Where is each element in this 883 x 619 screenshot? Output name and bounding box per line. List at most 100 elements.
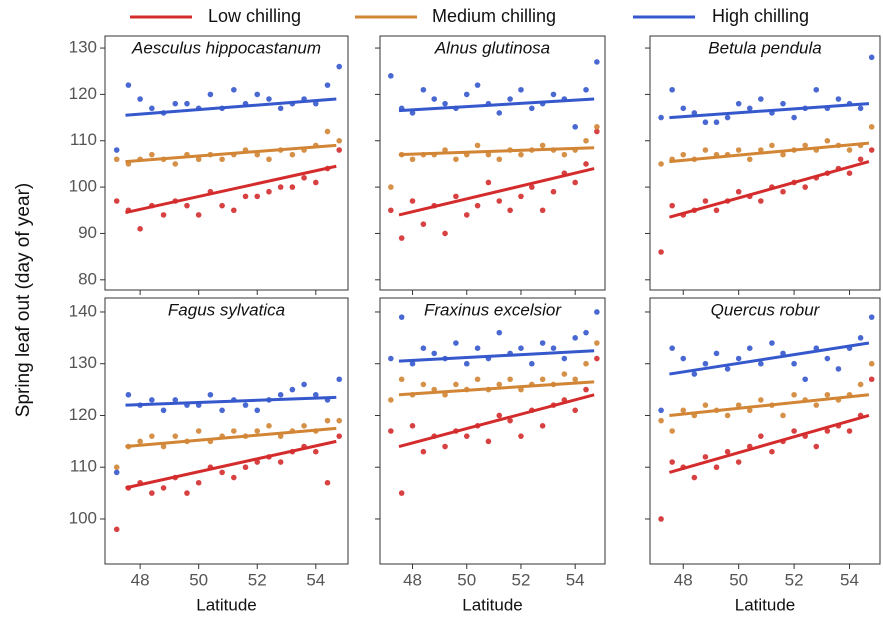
- point: [420, 86, 427, 93]
- point: [336, 147, 343, 153]
- point: [453, 156, 459, 163]
- point: [160, 443, 167, 450]
- point: [172, 100, 179, 107]
- trend-line: [398, 380, 595, 397]
- y-tick-label: 120: [69, 405, 97, 424]
- point: [137, 438, 143, 445]
- point: [507, 417, 513, 424]
- trend-line: [125, 426, 337, 449]
- point: [583, 360, 589, 367]
- point: [254, 151, 261, 158]
- point: [442, 443, 448, 450]
- point: [846, 428, 853, 434]
- x-axis-label: Latitude: [735, 595, 796, 614]
- point: [746, 105, 753, 112]
- point: [207, 391, 214, 398]
- point: [746, 345, 753, 351]
- point: [195, 156, 202, 163]
- point: [735, 188, 742, 195]
- point: [496, 198, 503, 204]
- point: [312, 391, 319, 398]
- point: [780, 100, 786, 107]
- point: [388, 355, 394, 362]
- point: [802, 142, 808, 149]
- point: [336, 137, 343, 144]
- point: [125, 391, 132, 398]
- point: [529, 360, 535, 367]
- x-tick-label: 50: [729, 570, 748, 589]
- point: [388, 73, 394, 79]
- point: [868, 54, 875, 61]
- trend-line: [398, 97, 595, 113]
- y-tick-label: 130: [69, 353, 97, 372]
- trend-line: [669, 102, 870, 120]
- point: [474, 376, 481, 383]
- point: [702, 198, 709, 204]
- point: [658, 407, 664, 414]
- point: [301, 381, 307, 388]
- point: [724, 366, 731, 372]
- point: [336, 417, 343, 424]
- point: [409, 156, 416, 163]
- point: [824, 137, 831, 144]
- point: [791, 114, 797, 121]
- point: [160, 407, 167, 414]
- y-axis-label: Spring leaf out (day of year): [13, 183, 34, 417]
- point: [289, 151, 296, 158]
- point: [149, 105, 155, 112]
- point: [160, 485, 167, 491]
- point: [702, 119, 709, 126]
- point: [857, 381, 864, 388]
- point: [172, 433, 179, 439]
- x-tick-label: 48: [403, 570, 422, 589]
- point: [324, 479, 331, 486]
- point: [485, 179, 492, 186]
- point: [242, 193, 249, 200]
- y-tick-label: 90: [78, 223, 97, 242]
- y-tick-label: 140: [69, 301, 97, 320]
- point: [583, 386, 589, 393]
- point: [769, 142, 775, 149]
- point: [583, 137, 589, 144]
- point: [680, 151, 687, 158]
- point: [868, 314, 875, 320]
- point: [277, 184, 284, 190]
- point: [420, 381, 427, 388]
- point: [780, 151, 786, 158]
- panel-title: Quercus robur: [711, 300, 821, 319]
- trend-line: [125, 97, 337, 117]
- point: [583, 329, 589, 336]
- point: [857, 335, 864, 341]
- point: [485, 151, 492, 158]
- point: [388, 207, 394, 214]
- point: [550, 345, 557, 351]
- point: [463, 91, 470, 98]
- x-tick-label: 48: [674, 570, 693, 589]
- point: [266, 96, 272, 102]
- point: [496, 329, 503, 336]
- point: [442, 147, 448, 153]
- point: [453, 193, 459, 200]
- point: [496, 156, 503, 163]
- panel-title: Fraxinus excelsior: [424, 300, 562, 319]
- point: [758, 360, 764, 367]
- point: [658, 249, 664, 255]
- point: [746, 407, 753, 414]
- point: [572, 407, 578, 414]
- point: [507, 207, 513, 214]
- point: [835, 366, 842, 372]
- x-tick-label: 54: [306, 570, 325, 589]
- point: [184, 202, 190, 209]
- point: [266, 423, 272, 429]
- trend-line: [669, 141, 870, 164]
- point: [680, 105, 687, 112]
- point: [149, 433, 155, 439]
- point: [594, 309, 600, 315]
- x-tick-label: 52: [785, 570, 804, 589]
- point: [769, 340, 775, 346]
- point: [583, 161, 589, 167]
- point: [113, 198, 120, 204]
- point: [195, 479, 202, 486]
- point: [791, 391, 797, 398]
- point: [594, 340, 600, 346]
